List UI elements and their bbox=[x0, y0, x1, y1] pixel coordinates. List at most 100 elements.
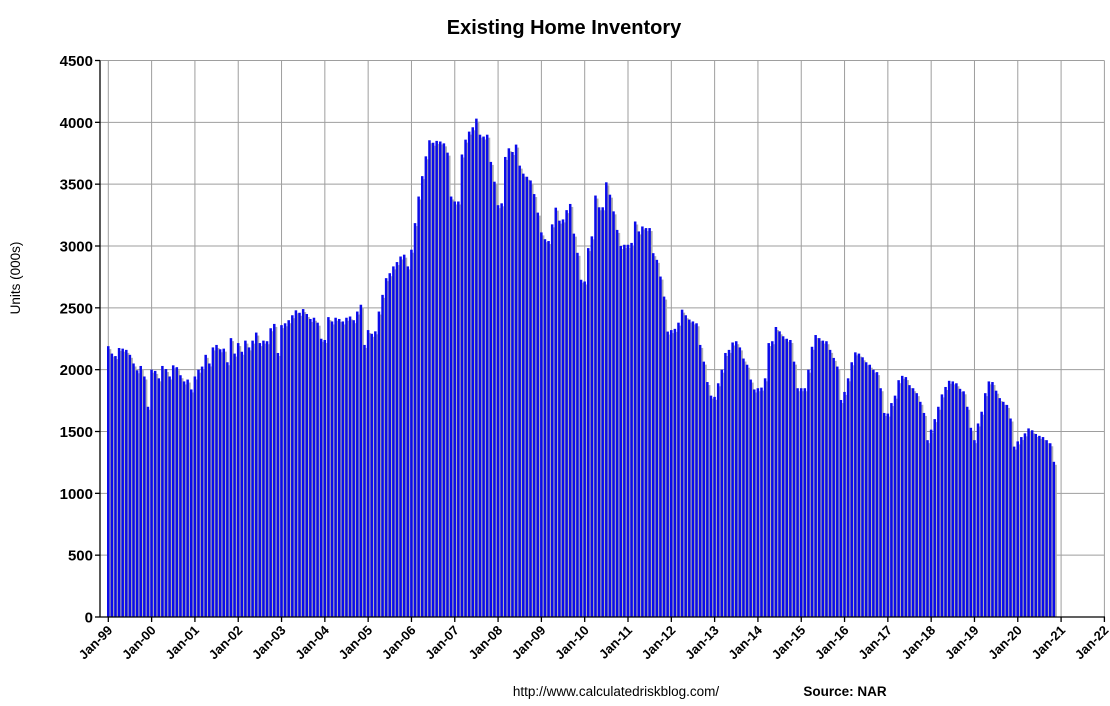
bar-shadow bbox=[758, 391, 761, 617]
bar-shadow bbox=[617, 232, 621, 618]
bar-shadow bbox=[199, 372, 202, 617]
bar bbox=[190, 389, 193, 617]
bar bbox=[868, 364, 872, 617]
bar bbox=[673, 328, 677, 617]
bar-shadow bbox=[588, 251, 592, 617]
bar-shadow bbox=[267, 344, 271, 617]
bar bbox=[597, 207, 601, 618]
bar-shadow bbox=[559, 223, 563, 617]
bar bbox=[973, 440, 976, 617]
bar-shadow bbox=[480, 137, 484, 617]
bar bbox=[929, 429, 933, 617]
x-tick-label: Jan-15 bbox=[769, 623, 809, 663]
bar bbox=[753, 389, 756, 617]
bar bbox=[864, 362, 868, 617]
bar-shadow bbox=[974, 443, 978, 617]
bar bbox=[615, 229, 619, 618]
bar-shadow bbox=[704, 364, 707, 617]
bar bbox=[236, 343, 240, 617]
bar-shadow bbox=[354, 323, 357, 617]
bar bbox=[817, 338, 821, 617]
bar bbox=[666, 331, 669, 617]
bar-shadow bbox=[498, 208, 502, 617]
bar-shadow bbox=[162, 368, 166, 617]
bar-shadow bbox=[624, 247, 628, 617]
bar bbox=[244, 340, 247, 617]
bar-shadow bbox=[321, 341, 325, 617]
bar bbox=[345, 317, 348, 617]
bar bbox=[771, 341, 774, 617]
bar-shadow bbox=[581, 282, 585, 617]
bar-shadow bbox=[899, 383, 902, 617]
bar bbox=[179, 375, 182, 617]
y-tick-label: 1500 bbox=[60, 424, 93, 441]
bar bbox=[886, 413, 890, 617]
bar-series bbox=[107, 118, 1056, 618]
bar-shadow bbox=[148, 409, 151, 617]
bar bbox=[698, 344, 702, 617]
bar bbox=[439, 141, 442, 617]
bar-shadow bbox=[671, 333, 675, 617]
bar bbox=[648, 228, 651, 617]
bar-shadow bbox=[476, 121, 480, 618]
bar-shadow bbox=[126, 352, 130, 617]
bar bbox=[807, 369, 810, 617]
bar-shadow bbox=[592, 239, 595, 617]
bar-shadow bbox=[881, 391, 884, 617]
bar-shadow bbox=[263, 343, 267, 617]
bar-shadow bbox=[159, 381, 162, 617]
bar-shadow bbox=[332, 324, 336, 617]
bar bbox=[651, 253, 655, 618]
bar-shadow bbox=[910, 388, 913, 618]
bar-shadow bbox=[191, 392, 195, 617]
bar bbox=[240, 351, 244, 617]
bar bbox=[287, 320, 290, 617]
bar bbox=[969, 427, 973, 617]
bar-shadow bbox=[361, 307, 364, 617]
bar-shadow bbox=[888, 416, 891, 617]
bar-shadow bbox=[736, 344, 740, 617]
bar-shadow bbox=[660, 279, 664, 617]
x-tick-label: Jan-00 bbox=[119, 623, 159, 663]
bar bbox=[522, 173, 525, 617]
bar-shadow bbox=[585, 284, 588, 617]
bar bbox=[601, 207, 604, 618]
bar bbox=[402, 254, 406, 617]
bar-shadow bbox=[891, 406, 895, 617]
bar-shadow bbox=[978, 426, 982, 617]
bar-shadow bbox=[379, 314, 382, 617]
bar-shadow bbox=[1014, 449, 1018, 617]
bar-shadow bbox=[754, 392, 758, 617]
bar-shadow bbox=[383, 297, 386, 617]
bar-shadow bbox=[419, 199, 422, 617]
bar bbox=[312, 317, 316, 617]
bar bbox=[590, 236, 594, 617]
bar bbox=[301, 309, 305, 617]
bar bbox=[832, 357, 835, 617]
bar-shadow bbox=[646, 231, 650, 617]
bar bbox=[316, 322, 319, 617]
bar bbox=[908, 385, 911, 618]
bar-shadow bbox=[884, 415, 888, 617]
bar bbox=[417, 196, 420, 617]
bar bbox=[680, 309, 684, 617]
bar-shadow bbox=[289, 323, 292, 617]
bar bbox=[799, 388, 803, 617]
bar-shadow bbox=[227, 365, 231, 617]
bar bbox=[879, 388, 882, 617]
bar-shadow bbox=[805, 391, 808, 617]
bar bbox=[792, 361, 796, 617]
bar-shadow bbox=[949, 383, 953, 617]
bar bbox=[392, 266, 395, 617]
bar-shadow bbox=[693, 324, 696, 617]
x-tick-label: Jan-07 bbox=[422, 623, 462, 663]
bar-shadow bbox=[141, 368, 144, 617]
bar bbox=[821, 340, 825, 617]
bar-shadow bbox=[144, 379, 148, 617]
bar-shadow bbox=[484, 139, 487, 617]
bar bbox=[825, 341, 828, 617]
bar-shadow bbox=[372, 336, 375, 617]
bar bbox=[662, 296, 666, 617]
bar bbox=[457, 201, 460, 618]
bar-shadow bbox=[469, 134, 473, 618]
